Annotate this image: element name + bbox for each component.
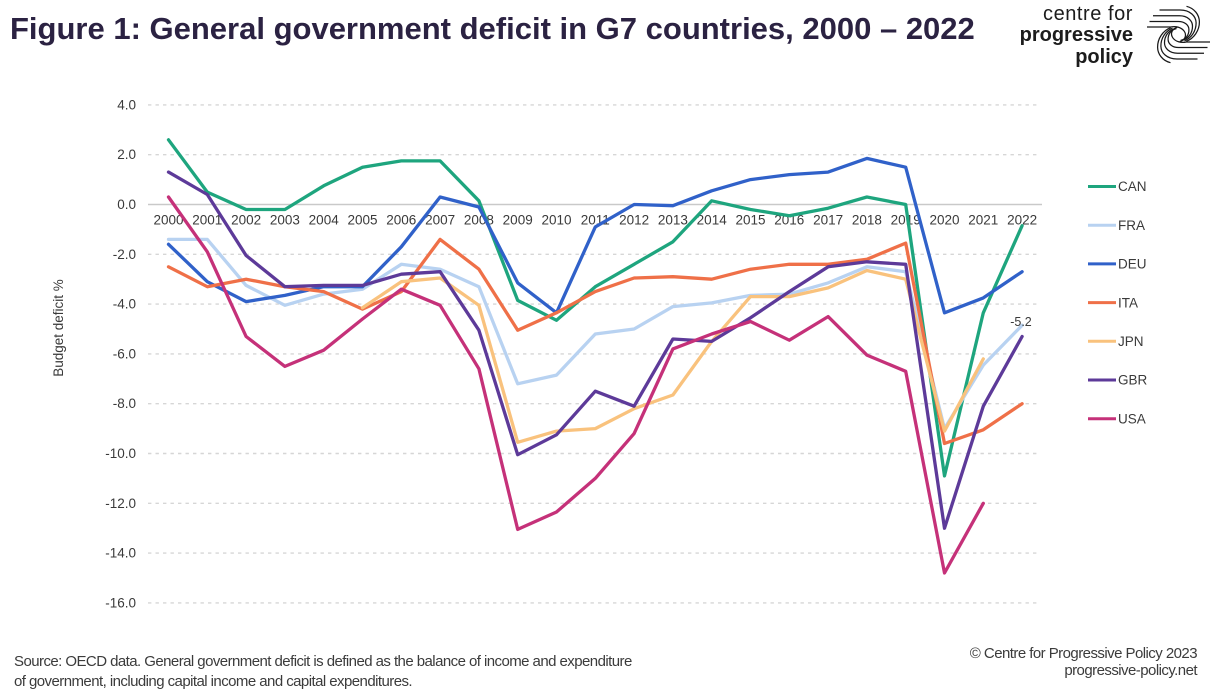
svg-text:2016: 2016 bbox=[774, 213, 804, 228]
svg-text:2005: 2005 bbox=[347, 213, 377, 228]
svg-text:2006: 2006 bbox=[386, 213, 416, 228]
svg-text:JPN: JPN bbox=[1118, 334, 1144, 349]
svg-text:-14.0: -14.0 bbox=[105, 546, 136, 561]
svg-text:2000: 2000 bbox=[153, 213, 183, 228]
svg-text:-8.0: -8.0 bbox=[113, 396, 136, 411]
svg-text:-5.2: -5.2 bbox=[1010, 315, 1032, 329]
svg-text:2007: 2007 bbox=[425, 213, 455, 228]
svg-text:2021: 2021 bbox=[968, 213, 998, 228]
svg-text:2014: 2014 bbox=[697, 213, 728, 228]
svg-text:2012: 2012 bbox=[619, 213, 649, 228]
svg-text:USA: USA bbox=[1118, 411, 1146, 426]
svg-text:-6.0: -6.0 bbox=[113, 346, 136, 361]
svg-text:2001: 2001 bbox=[192, 213, 222, 228]
svg-text:2013: 2013 bbox=[658, 213, 688, 228]
svg-text:0.0: 0.0 bbox=[117, 197, 136, 212]
svg-text:-10.0: -10.0 bbox=[105, 446, 136, 461]
svg-text:-16.0: -16.0 bbox=[105, 595, 136, 610]
svg-text:2020: 2020 bbox=[929, 213, 959, 228]
svg-text:2004: 2004 bbox=[309, 213, 340, 228]
svg-text:2015: 2015 bbox=[735, 213, 765, 228]
svg-text:2022: 2022 bbox=[1007, 213, 1037, 228]
svg-text:2.0: 2.0 bbox=[117, 147, 136, 162]
svg-text:2019: 2019 bbox=[891, 213, 921, 228]
svg-text:GBR: GBR bbox=[1118, 373, 1148, 388]
svg-text:2009: 2009 bbox=[503, 213, 533, 228]
svg-text:2010: 2010 bbox=[541, 213, 571, 228]
svg-text:-4.0: -4.0 bbox=[113, 297, 136, 312]
svg-text:CAN: CAN bbox=[1118, 179, 1147, 194]
svg-text:2003: 2003 bbox=[270, 213, 300, 228]
svg-text:ITA: ITA bbox=[1118, 295, 1138, 310]
svg-text:2018: 2018 bbox=[852, 213, 882, 228]
svg-text:-12.0: -12.0 bbox=[105, 496, 136, 511]
svg-text:FRA: FRA bbox=[1118, 218, 1145, 233]
svg-text:4.0: 4.0 bbox=[117, 97, 136, 112]
svg-text:-2.0: -2.0 bbox=[113, 247, 136, 262]
svg-text:Budget deficit %: Budget deficit % bbox=[51, 279, 66, 377]
svg-text:2017: 2017 bbox=[813, 213, 843, 228]
svg-text:DEU: DEU bbox=[1118, 257, 1147, 272]
svg-text:2002: 2002 bbox=[231, 213, 261, 228]
